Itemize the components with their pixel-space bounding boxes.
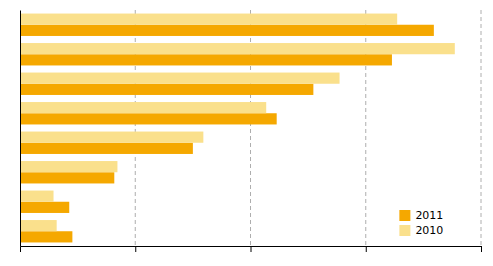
bar — [20, 231, 72, 242]
x-tick — [135, 246, 136, 252]
x-tick — [251, 246, 252, 252]
legend-label: 2010 — [415, 224, 443, 237]
x-axis-line — [21, 247, 482, 253]
x-axis — [21, 246, 482, 252]
bar — [20, 14, 397, 25]
legend-item: 2010 — [399, 224, 443, 237]
y-axis-line — [20, 11, 21, 247]
legend-swatch — [399, 225, 410, 236]
x-tick-mark — [481, 246, 482, 252]
legend-swatch — [399, 210, 410, 221]
bar — [20, 202, 69, 213]
y-axis — [20, 11, 22, 247]
legend-item: 2011 — [399, 209, 443, 222]
x-tick-mark — [135, 246, 136, 252]
bar — [20, 172, 114, 183]
legend-label: 2011 — [415, 209, 443, 222]
grid-line — [481, 10, 482, 246]
bar — [20, 54, 392, 65]
bar — [20, 191, 54, 202]
bar — [20, 43, 455, 54]
bar — [20, 113, 277, 124]
bar — [20, 84, 313, 95]
bar — [20, 25, 434, 36]
x-tick-mark — [251, 246, 252, 252]
bar — [20, 143, 193, 154]
bar — [20, 102, 266, 113]
bar — [20, 220, 57, 231]
x-tick — [481, 246, 482, 252]
x-tick — [366, 246, 367, 252]
bar-series — [20, 25, 434, 243]
x-tick-mark — [366, 246, 367, 252]
bar — [20, 73, 340, 84]
bars — [20, 14, 455, 243]
legend: 2011 2010 — [399, 209, 443, 237]
bar — [20, 161, 117, 172]
chart-svg: 2011 2010 — [0, 0, 493, 266]
bar-series — [20, 14, 455, 232]
bar — [20, 132, 203, 143]
plot-area: 2011 2010 — [20, 10, 482, 252]
chart-container: 2011 2010 — [0, 0, 493, 266]
